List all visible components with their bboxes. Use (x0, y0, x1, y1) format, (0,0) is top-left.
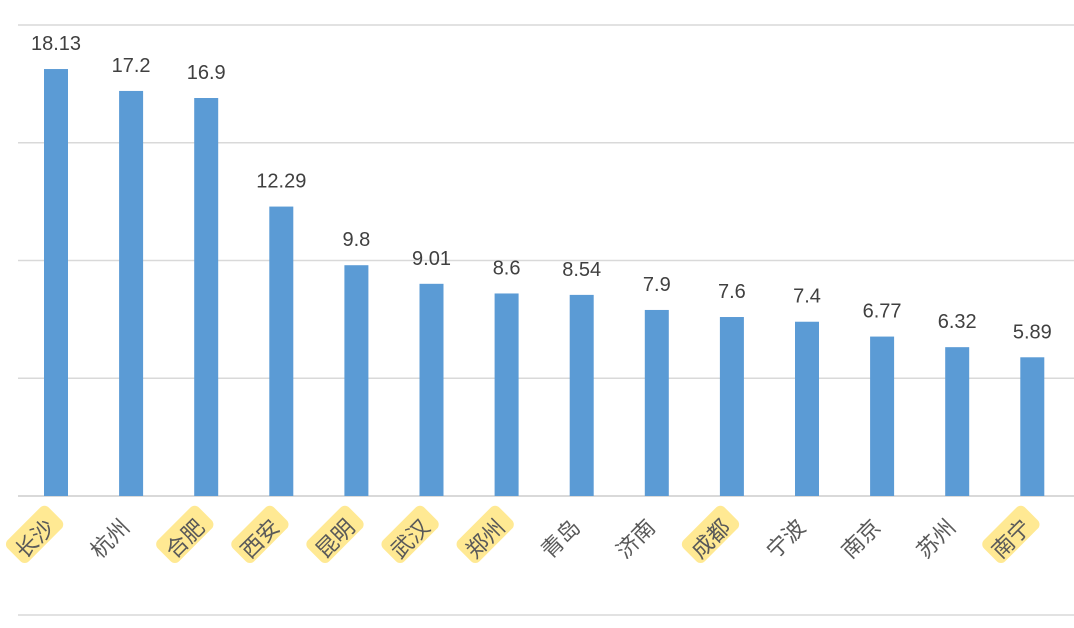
category-label-7: 青岛 (537, 515, 586, 564)
category-label-group-0: 长沙 (5, 505, 64, 564)
category-label-group-2: 合肥 (156, 505, 214, 564)
data-label-5: 9.01 (412, 248, 451, 270)
category-label-group-6: 郑州 (456, 505, 514, 564)
bar-11 (870, 336, 895, 496)
data-label-9: 7.6 (718, 281, 746, 303)
highlight-mark (381, 505, 439, 563)
data-label-2: 16.9 (187, 62, 226, 84)
category-label-12: 苏州 (912, 515, 961, 564)
data-label-13: 5.89 (1013, 321, 1052, 343)
highlight-mark (982, 505, 1040, 563)
highlight-mark (681, 505, 740, 563)
data-label-10: 7.4 (793, 286, 821, 308)
category-label-group-9: 成都 (681, 505, 740, 564)
category-label-group-5: 武汉 (381, 505, 439, 564)
bar-9 (719, 317, 744, 496)
bars (44, 69, 1045, 496)
highlight-mark (5, 505, 64, 563)
category-label-group-8: 济南 (612, 515, 661, 564)
category-label-group-11: 南京 (837, 515, 886, 564)
category-label-group-4: 昆明 (306, 505, 364, 564)
bar-2 (194, 98, 219, 496)
category-label-1: 杭州 (86, 515, 135, 564)
data-labels: 18.13 17.2 16.9 12.29 9.8 9.01 8.6 8.54 7.9 7.6 7.… (31, 33, 1052, 343)
category-label-10: 宁波 (762, 515, 811, 564)
highlight-mark (156, 505, 214, 563)
category-label-group-7: 青岛 (537, 515, 586, 564)
data-label-6: 8.6 (493, 257, 521, 279)
highlight-mark (456, 505, 514, 563)
highlight-mark (231, 505, 289, 563)
category-label-group-13: 南宁 (982, 505, 1040, 564)
data-label-11: 6.77 (863, 301, 902, 323)
data-label-7: 8.54 (562, 259, 601, 281)
category-label-group-12: 苏州 (912, 515, 961, 564)
category-label-11: 南京 (837, 515, 886, 564)
data-label-8: 7.9 (643, 274, 671, 296)
category-label-group-10: 宁波 (762, 515, 811, 564)
category-label-8: 济南 (612, 515, 661, 564)
bar-12 (945, 347, 970, 496)
data-label-4: 9.8 (342, 229, 370, 251)
bar-8 (644, 309, 669, 496)
gridlines (18, 24, 1074, 616)
bar-6 (494, 293, 519, 496)
category-labels: 长沙 杭州 合肥 西安 昆明 武汉 郑州 青岛 济南 成都 宁波 南京 苏州 南宁 (5, 505, 1040, 564)
highlight-mark (306, 505, 364, 563)
data-label-1: 17.2 (112, 55, 151, 77)
bar-10 (795, 321, 819, 496)
data-label-3: 12.29 (256, 171, 306, 193)
data-label-12: 6.32 (938, 311, 977, 333)
bar-4 (344, 265, 369, 496)
bar-7 (569, 294, 594, 496)
bar-5 (419, 283, 444, 496)
bar-0 (44, 69, 68, 496)
bar-13 (1020, 357, 1045, 496)
category-label-group-3: 西安 (231, 505, 289, 564)
category-label-group-1: 杭州 (86, 515, 135, 564)
bar-1 (119, 90, 144, 496)
bar-3 (269, 206, 294, 496)
data-label-0: 18.13 (31, 33, 81, 55)
